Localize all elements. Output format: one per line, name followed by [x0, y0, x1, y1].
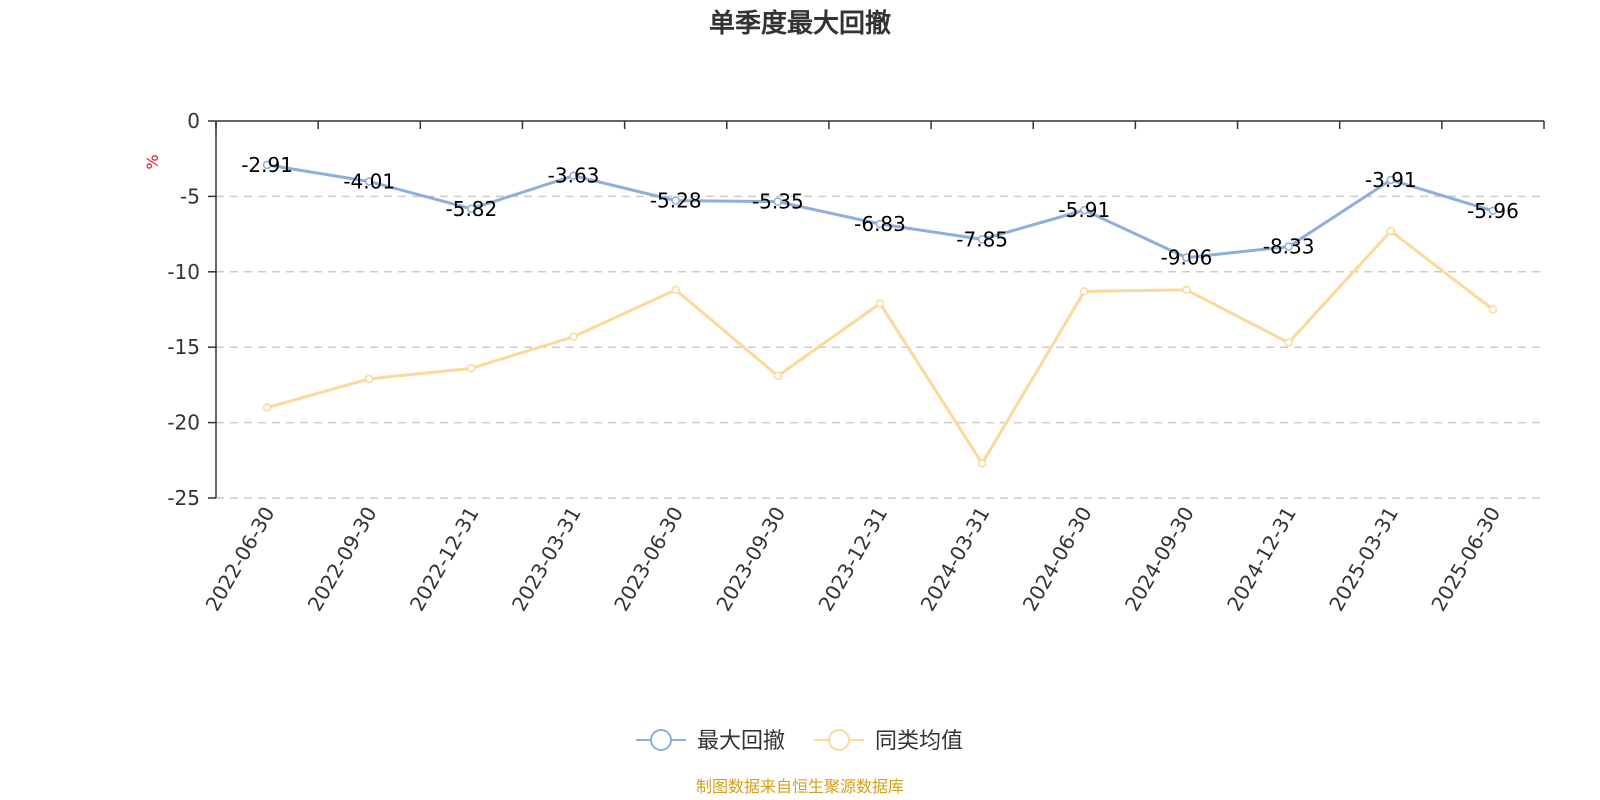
x-tick-label: 2024-09-30 [1120, 503, 1199, 616]
y-tick-label: 0 [187, 109, 200, 133]
x-tick-label: 2025-03-31 [1324, 503, 1403, 616]
x-tick-label: 2023-09-30 [711, 503, 790, 616]
data-label: -5.28 [650, 189, 702, 213]
legend-label-drawdown: 最大回撤 [697, 729, 785, 754]
data-label: -5.82 [446, 197, 498, 221]
y-tick-label: -25 [167, 486, 200, 510]
data-point[interactable] [1080, 205, 1089, 215]
data-label: -7.85 [956, 227, 1008, 251]
x-axis-ticks: 2022-06-30 2022-09-30 2022-12-31 2023-03-31… [201, 121, 1545, 616]
data-point[interactable] [1488, 305, 1498, 314]
legend-marker-peer-average [828, 729, 850, 751]
data-point[interactable] [1182, 285, 1191, 295]
data-label: -3.63 [548, 164, 600, 188]
x-tick-label: 2023-12-31 [813, 503, 892, 616]
y-axis-unit-label: % [143, 154, 162, 169]
data-point[interactable] [1386, 175, 1396, 185]
x-tick-label: 2024-12-31 [1222, 503, 1301, 616]
legend: 最大回撤 同类均值 [636, 729, 963, 754]
legend-marker-drawdown [650, 729, 672, 751]
data-point[interactable] [262, 160, 272, 170]
x-tick-label: 2022-12-31 [405, 503, 484, 616]
data-label: -3.91 [1365, 168, 1417, 192]
x-tick-label: 2024-06-30 [1018, 503, 1097, 616]
data-label: -5.35 [752, 190, 804, 214]
data-label: -9.06 [1161, 246, 1213, 270]
data-point[interactable] [875, 219, 885, 229]
x-tick-label: 2022-09-30 [303, 503, 382, 616]
source-note: 制图数据来自恒生聚源数据库 [696, 777, 904, 796]
data-point[interactable] [1488, 206, 1498, 216]
y-tick-label: -10 [167, 260, 200, 284]
y-tick-label: -5 [180, 184, 200, 208]
series [262, 160, 1498, 468]
chart-title: 单季度最大回撤 [709, 8, 891, 39]
data-point[interactable] [773, 371, 783, 381]
data-point[interactable] [671, 285, 680, 295]
data-label: -5.91 [1058, 198, 1110, 222]
data-point[interactable] [1080, 287, 1089, 296]
data-point[interactable] [671, 196, 680, 205]
data-label: -5.96 [1467, 199, 1519, 223]
data-labels: -2.91 -4.01 -5.82 -3.63 -5.28 -5.35 -6.83 -7.85… [241, 153, 1519, 270]
legend-item-peer-average[interactable]: 同类均值 [814, 729, 963, 754]
data-point[interactable] [467, 364, 476, 373]
x-tick-label: 2025-06-30 [1426, 503, 1505, 616]
data-point[interactable] [467, 204, 476, 214]
data-point[interactable] [875, 299, 885, 308]
data-point[interactable] [262, 403, 272, 412]
data-point[interactable] [1182, 253, 1191, 262]
y-tick-label: -20 [167, 411, 200, 435]
data-label: -4.01 [343, 169, 395, 193]
data-point[interactable] [569, 332, 578, 341]
data-point[interactable] [1386, 226, 1396, 236]
x-tick-label: 2022-06-30 [201, 503, 280, 616]
data-label: -8.33 [1263, 235, 1315, 259]
axes [215, 120, 1544, 498]
y-axis-ticks: 0 -5 -10 -15 -20 -25 [167, 109, 216, 510]
x-tick-label: 2024-03-31 [916, 502, 995, 615]
x-tick-label: 2023-03-31 [507, 503, 586, 616]
data-point[interactable] [364, 177, 374, 186]
data-point[interactable] [977, 459, 987, 468]
data-point[interactable] [569, 171, 578, 180]
grid-lines [216, 195, 1544, 499]
data-point[interactable] [1284, 338, 1293, 347]
legend-item-drawdown[interactable]: 最大回撤 [636, 729, 785, 754]
data-label: -6.83 [854, 212, 906, 236]
x-tick-label: 2023-06-30 [609, 503, 688, 616]
data-point[interactable] [1284, 242, 1293, 251]
y-tick-label: -15 [167, 335, 200, 359]
data-point[interactable] [977, 235, 987, 244]
data-point[interactable] [773, 197, 783, 206]
legend-label-peer-average: 同类均值 [875, 729, 963, 754]
data-point[interactable] [364, 374, 374, 384]
data-label: -2.91 [241, 153, 293, 177]
